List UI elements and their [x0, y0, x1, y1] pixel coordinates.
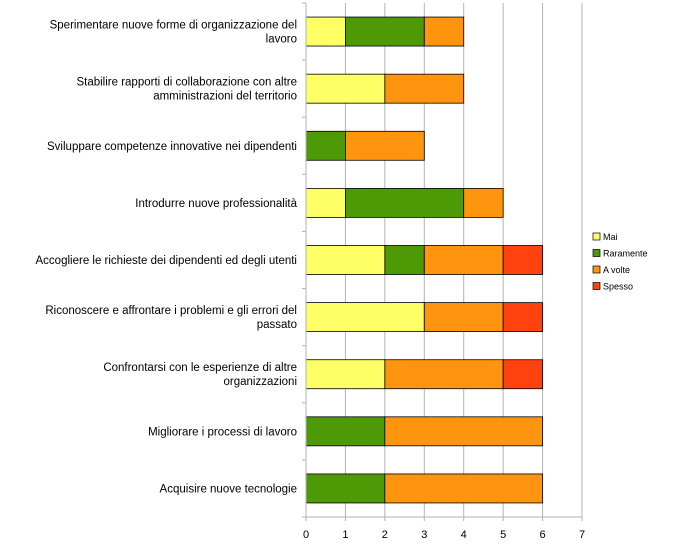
axes: 0 1 2 3 4 5 6 7	[302, 2, 585, 541]
x-tick-label-0: 0	[303, 529, 309, 541]
legend: Mai Raramente A volte Spesso	[592, 232, 648, 292]
category-labels: Sperimentare nuove forme di organizzazio…	[36, 20, 298, 496]
bar-segment-mai-4	[305, 187, 346, 218]
bar-segment-a-volte-1	[423, 16, 465, 47]
bar-segment-a-volte-5	[423, 245, 504, 275]
bar-segment-spesso-7	[502, 359, 543, 390]
x-tick-label-3: 3	[421, 529, 427, 541]
legend-label-a-volte: A volte	[603, 265, 630, 275]
bar-segment-a-volte-4	[463, 187, 504, 218]
bar-segment-mai-7	[305, 359, 386, 390]
bar-segment-raramente-4	[345, 187, 465, 218]
legend-swatch-spesso	[592, 282, 601, 290]
category-label-9: Acquisire nuove tecnologie	[160, 483, 297, 495]
bar-segment-raramente-9	[305, 473, 386, 504]
category-label-2: Stabilire rapporti di collaborazione con…	[76, 77, 297, 103]
category-label-6: Riconoscere e affrontare i problemi e gl…	[45, 305, 297, 331]
x-tick-label-4: 4	[461, 529, 467, 541]
bars	[305, 16, 543, 504]
bar-segment-a-volte-8	[384, 416, 543, 447]
category-label-5: Accogliere le richieste dei dipendenti e…	[36, 255, 297, 267]
bar-segment-raramente-1	[345, 16, 425, 47]
x-tick-label-7: 7	[579, 529, 585, 541]
bar-segment-raramente-5	[384, 245, 425, 275]
bar-segment-a-volte-9	[384, 473, 543, 504]
x-tick-label-1: 1	[342, 529, 348, 541]
bar-segment-a-volte-3	[345, 130, 425, 161]
bar-segment-raramente-3	[305, 130, 346, 161]
legend-label-mai: Mai	[603, 232, 618, 242]
bar-segment-a-volte-6	[423, 302, 504, 333]
bar-segment-spesso-5	[502, 245, 543, 275]
bar-segment-a-volte-2	[384, 73, 465, 104]
bar-segment-raramente-8	[305, 416, 386, 447]
bar-segment-mai-6	[305, 302, 425, 333]
category-label-8: Migliorare i processi di lavoro	[148, 426, 297, 438]
bar-segment-a-volte-7	[384, 359, 504, 390]
category-label-3: Sviluppare competenze innovative nei dip…	[47, 141, 297, 153]
legend-label-raramente: Raramente	[603, 249, 648, 259]
category-label-1: Sperimentare nuove forme di organizzazio…	[50, 20, 297, 46]
legend-label-spesso: Spesso	[603, 282, 633, 292]
bar-segment-mai-2	[305, 73, 386, 104]
category-label-7: Confrontarsi con le esperienze di altre o…	[103, 362, 297, 388]
x-tick-label-5: 5	[500, 529, 506, 541]
bar-segment-spesso-6	[502, 302, 543, 333]
bar-segment-mai-1	[305, 16, 346, 47]
legend-swatch-mai	[592, 232, 601, 241]
legend-swatch-a-volte	[592, 265, 601, 274]
x-tick-label-6: 6	[540, 529, 546, 541]
category-label-4: Introdurre nuove professionalità	[135, 198, 297, 210]
legend-swatch-raramente	[592, 249, 601, 257]
bar-segment-mai-5	[305, 245, 386, 275]
x-tick-label-2: 2	[382, 529, 388, 541]
